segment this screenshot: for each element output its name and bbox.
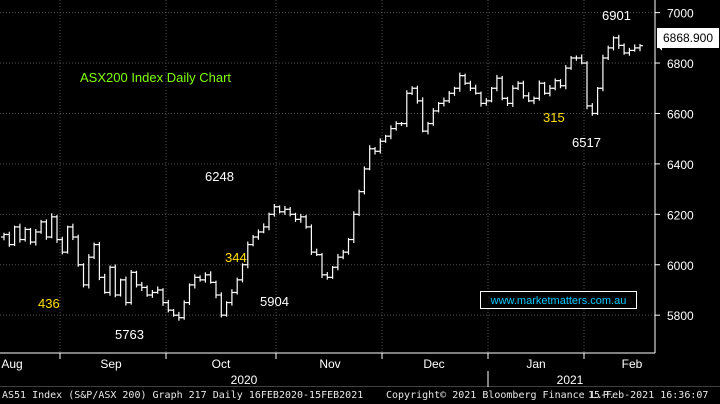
last-price: 6868.900 [662, 31, 714, 45]
year-label: 2020 [231, 373, 258, 387]
annotation-label: 6901 [602, 8, 631, 23]
annotation-label: 6517 [572, 135, 601, 150]
y-tick-label: 6000 [667, 259, 694, 273]
annotation-label: 344 [225, 250, 247, 265]
chart-title: ASX200 Index Daily Chart [80, 70, 231, 85]
annotation-label: 5904 [260, 294, 289, 309]
x-tick-label: Nov [319, 357, 340, 371]
last-price-box: 6868.900 [657, 28, 719, 48]
y-tick-label: 5800 [667, 309, 694, 323]
x-tick-label: Sep [100, 357, 122, 371]
y-tick-label: 6200 [667, 208, 694, 222]
footer-timestamp: 15-Feb-2021 16:36:07 [588, 390, 709, 401]
x-tick-label: Jan [526, 357, 545, 371]
annotation-label: 6248 [205, 169, 234, 184]
x-tick-label: Oct [212, 357, 231, 371]
footer: AS51 Index (S&P/ASX 200) Graph 217 Daily… [0, 387, 720, 404]
annotation-label: 315 [543, 110, 565, 125]
y-tick-label: 6600 [667, 107, 694, 121]
x-tick-label: Dec [423, 357, 444, 371]
annotation-label: 436 [38, 296, 60, 311]
footer-copyright: Copyright© 2021 Bloomberg Finance L.P. [386, 390, 615, 401]
y-axis: 5800 6000 6200 6400 6600 6800 7000 [654, 0, 694, 353]
annotation-label: 5763 [115, 327, 144, 342]
x-axis: Aug Sep Oct Nov Dec Jan Feb 2020 2021 [0, 352, 720, 388]
year-label: 2021 [557, 373, 584, 387]
annotations: 6248 344 5904 436 5763 315 6517 6901 [38, 8, 631, 342]
footer-security: AS51 Index (S&P/ASX 200) Graph 217 Daily… [2, 390, 364, 401]
x-tick-label: Feb [622, 357, 643, 371]
y-tick-label: 7000 [667, 7, 694, 21]
y-tick-label: 6800 [667, 57, 694, 71]
y-tick-label: 6400 [667, 158, 694, 172]
ohlc-bars [1, 34, 643, 321]
watermark: www.marketmatters.com.au [480, 291, 637, 309]
x-tick-label: Aug [1, 357, 22, 371]
